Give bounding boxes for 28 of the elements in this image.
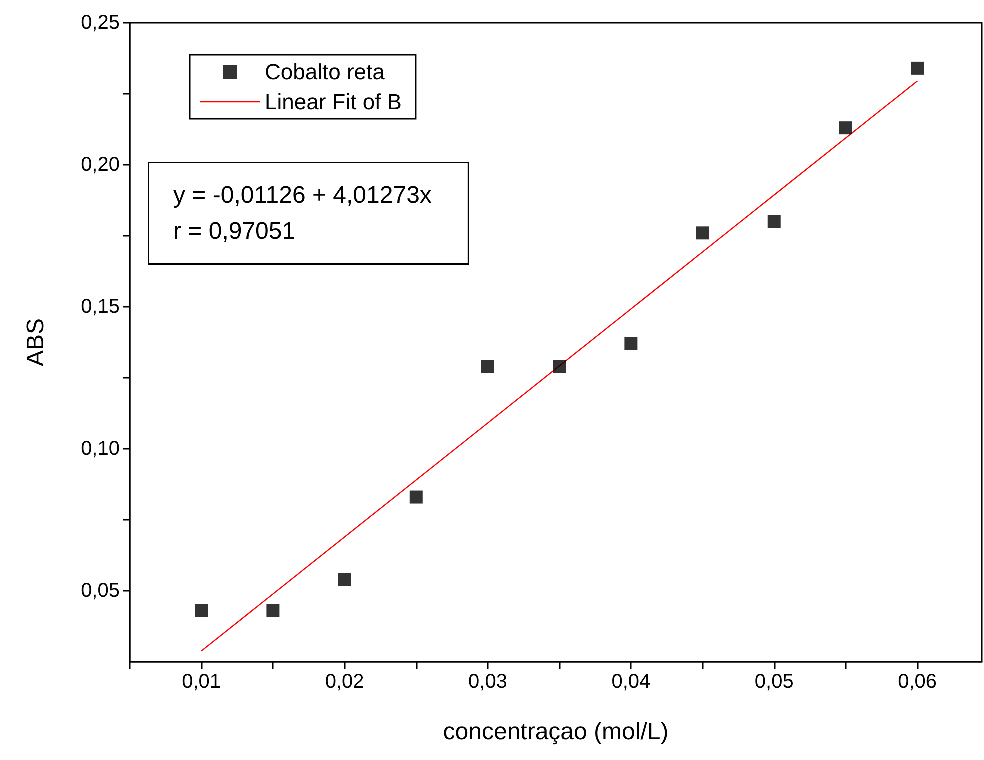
legend-label: Linear Fit of B <box>265 90 402 114</box>
point <box>768 215 781 228</box>
point <box>410 490 423 504</box>
point <box>266 604 280 618</box>
x-tick-label: 0,03 <box>468 671 508 693</box>
point <box>195 604 208 618</box>
point <box>624 337 638 350</box>
point <box>696 226 710 240</box>
annotation: y = -0,01126 + 4,01273x <box>174 182 432 209</box>
x-tick-label: 0,02 <box>325 671 364 693</box>
point <box>481 360 494 374</box>
point <box>839 122 852 135</box>
legend-label: Cobalto reta <box>265 60 386 84</box>
point <box>911 62 924 75</box>
point <box>553 360 566 374</box>
x-axis-title: concentraçao (mol/L) <box>443 718 669 746</box>
x-tick-label: 0,01 <box>182 671 222 693</box>
y-tick-label: 0,20 <box>81 154 120 176</box>
annotation: r = 0,97051 <box>174 218 296 245</box>
x-tick-label: 0,05 <box>754 671 794 693</box>
y-tick-label: 0,10 <box>81 438 120 460</box>
y-tick-label: 0,15 <box>81 296 120 318</box>
y-tick-label: 0,25 <box>81 12 120 34</box>
x-tick-label: 0,04 <box>612 671 651 693</box>
y-axis-title: ABS <box>22 318 50 367</box>
x-tick-label: 0,06 <box>898 671 938 693</box>
y-tick-label: 0,05 <box>81 580 120 602</box>
point <box>338 573 352 586</box>
